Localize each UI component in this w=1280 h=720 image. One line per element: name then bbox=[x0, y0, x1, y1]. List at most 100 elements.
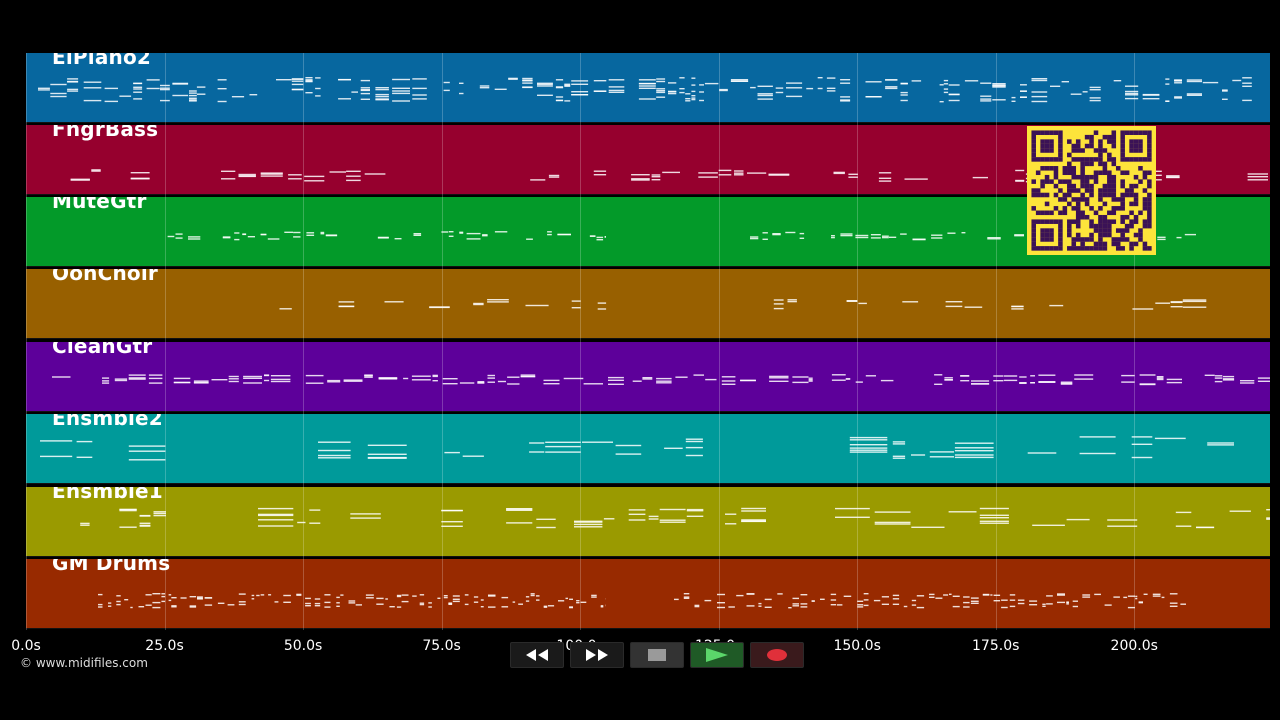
midi-note bbox=[948, 93, 960, 95]
midi-note bbox=[305, 80, 313, 83]
midi-note bbox=[1186, 93, 1202, 95]
midi-note bbox=[849, 451, 888, 453]
midi-note bbox=[479, 87, 490, 89]
midi-note bbox=[608, 91, 625, 93]
midi-note bbox=[258, 525, 294, 527]
midi-note bbox=[718, 174, 732, 176]
midi-note bbox=[628, 513, 646, 515]
fast-forward-button[interactable] bbox=[570, 642, 624, 668]
midi-note bbox=[256, 594, 260, 597]
midi-note bbox=[831, 235, 835, 237]
midi-note bbox=[1107, 525, 1138, 527]
midi-note bbox=[987, 238, 1001, 240]
midi-note bbox=[1042, 603, 1046, 605]
midi-note bbox=[488, 595, 496, 597]
midi-note bbox=[305, 597, 311, 600]
midi-note bbox=[168, 599, 172, 602]
midi-note bbox=[146, 79, 160, 81]
midi-note bbox=[775, 91, 784, 94]
midi-note bbox=[180, 597, 187, 599]
midi-note bbox=[960, 380, 970, 382]
midi-note bbox=[365, 597, 374, 599]
midi-note bbox=[943, 83, 949, 85]
midi-note bbox=[679, 91, 685, 94]
midi-note bbox=[1157, 236, 1166, 238]
midi-note bbox=[428, 606, 432, 608]
midi-note bbox=[885, 86, 898, 88]
midi-note bbox=[800, 594, 808, 596]
rewind-button[interactable] bbox=[510, 642, 564, 668]
midi-note bbox=[258, 507, 294, 510]
midi-note bbox=[685, 446, 703, 449]
midi-note bbox=[196, 93, 206, 95]
midi-note bbox=[604, 236, 606, 238]
midi-note bbox=[545, 441, 581, 443]
midi-note bbox=[992, 84, 1006, 86]
midi-note bbox=[304, 175, 325, 178]
midi-note bbox=[114, 378, 128, 380]
stop-button[interactable] bbox=[630, 642, 684, 668]
midi-note bbox=[1157, 238, 1166, 241]
midi-note bbox=[564, 83, 571, 85]
midi-note bbox=[1031, 78, 1048, 80]
midi-note bbox=[848, 173, 858, 175]
midi-note bbox=[260, 594, 265, 596]
midi-note bbox=[283, 594, 291, 597]
midi-note bbox=[982, 594, 990, 596]
midi-note bbox=[217, 100, 227, 103]
midi-note bbox=[628, 519, 646, 521]
midi-note bbox=[268, 594, 272, 596]
midi-note bbox=[1001, 606, 1008, 609]
midi-note bbox=[892, 443, 906, 445]
midi-note bbox=[870, 234, 881, 236]
note-pattern bbox=[40, 436, 1234, 461]
record-button[interactable] bbox=[750, 642, 804, 668]
midi-note bbox=[189, 99, 197, 101]
midi-note bbox=[835, 516, 870, 518]
midi-note bbox=[128, 378, 146, 380]
midi-note bbox=[892, 457, 906, 459]
midi-note bbox=[608, 376, 624, 379]
midi-note bbox=[338, 301, 355, 303]
midi-note bbox=[152, 593, 161, 595]
midi-note bbox=[494, 88, 507, 90]
midi-note bbox=[148, 374, 163, 376]
midi-note bbox=[288, 178, 302, 180]
midi-note bbox=[571, 91, 589, 93]
midi-note bbox=[596, 236, 604, 239]
midi-note bbox=[1066, 601, 1069, 603]
copyright-notice: © www.midifiles.com bbox=[20, 656, 148, 670]
midi-note bbox=[444, 451, 460, 454]
midi-note bbox=[488, 594, 496, 596]
midi-note bbox=[464, 594, 469, 596]
midi-note bbox=[1027, 452, 1057, 454]
midi-note bbox=[1038, 374, 1056, 376]
midi-note bbox=[892, 441, 906, 443]
midi-note bbox=[545, 451, 581, 453]
midi-note bbox=[448, 231, 454, 233]
midi-note bbox=[1113, 80, 1122, 82]
midi-note bbox=[325, 234, 338, 237]
midi-note bbox=[462, 455, 484, 457]
play-button[interactable] bbox=[690, 642, 744, 668]
midi-note bbox=[964, 306, 983, 308]
midi-note bbox=[699, 84, 704, 86]
midi-note bbox=[221, 178, 236, 180]
midi-note bbox=[865, 96, 882, 98]
midi-note bbox=[260, 175, 283, 177]
midi-note bbox=[161, 593, 166, 595]
midi-note bbox=[350, 513, 381, 515]
midi-note bbox=[267, 238, 280, 240]
midi-note bbox=[963, 606, 970, 608]
midi-note bbox=[840, 234, 853, 237]
midi-note bbox=[757, 85, 773, 87]
midi-note bbox=[238, 175, 256, 178]
midi-note bbox=[108, 602, 112, 604]
midi-note bbox=[648, 515, 659, 518]
midi-note bbox=[508, 78, 518, 80]
midi-note bbox=[885, 87, 898, 90]
midi-note bbox=[139, 522, 151, 524]
midi-note bbox=[569, 606, 573, 609]
midi-note bbox=[119, 526, 137, 528]
midi-note bbox=[522, 80, 533, 82]
